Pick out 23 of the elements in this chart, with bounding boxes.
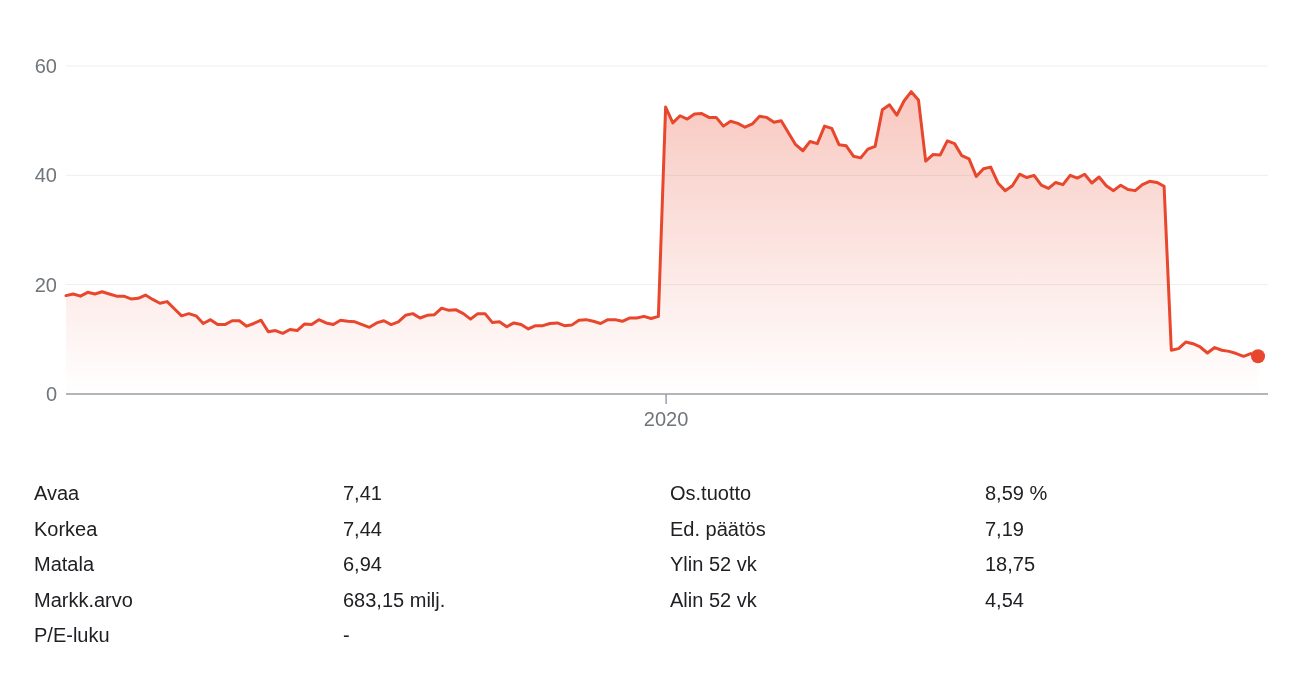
- y-tick-label: 20: [34, 273, 57, 296]
- text: 7,41: [343, 482, 382, 504]
- y-tick-label: 0: [45, 382, 57, 405]
- text: Korkea: [34, 517, 99, 540]
- text: -: [343, 624, 350, 646]
- text: 7,44: [343, 517, 382, 540]
- text: Avaa: [34, 482, 81, 504]
- text: Os.tuotto: [670, 482, 752, 504]
- y-tick-label: 40: [34, 164, 57, 187]
- y-tick-label: 60: [34, 54, 57, 77]
- x-tick-label: 2020: [643, 408, 689, 431]
- text: 8,59 %: [985, 482, 1048, 504]
- text: Alin 52 vk: [670, 588, 758, 611]
- text: Markk.arvo: [34, 588, 133, 611]
- text: 683,15 milj.: [343, 588, 446, 611]
- text: 7,19: [985, 517, 1024, 540]
- text: 6,94: [343, 553, 382, 575]
- text: 18,75: [985, 553, 1036, 575]
- text: Ylin 52 vk: [670, 553, 758, 575]
- text: Matala: [34, 553, 95, 575]
- text: 4,54: [985, 588, 1024, 611]
- text: P/E-luku: [34, 624, 110, 646]
- text: Ed. päätös: [670, 517, 766, 540]
